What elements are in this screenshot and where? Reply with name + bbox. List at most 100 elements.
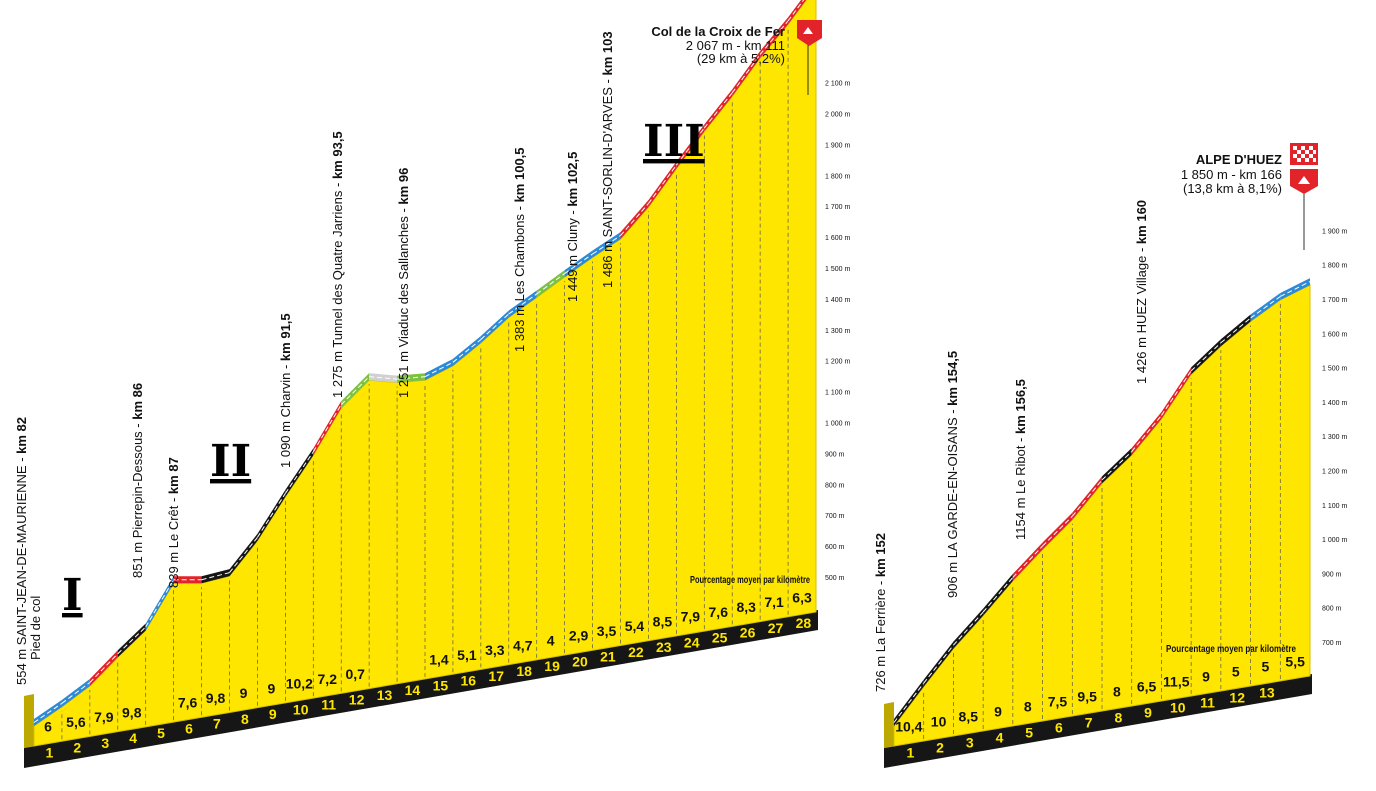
- altitude-tick: 1 100 m: [1322, 503, 1347, 510]
- altitude-tick: 1 500 m: [825, 266, 850, 273]
- km-number: 3: [966, 734, 974, 750]
- km-number: 28: [796, 615, 812, 631]
- km-number: 6: [1055, 719, 1063, 735]
- altitude-tick: 1 200 m: [825, 359, 850, 366]
- segment-grade: 9,8: [206, 690, 226, 706]
- altitude-tick: 2 000 m: [825, 112, 850, 119]
- summit-title: Col de la Croix de Fer: [651, 24, 785, 39]
- altitude-tick: 1 000 m: [1322, 537, 1347, 544]
- km-number: 4: [129, 730, 137, 746]
- km-number: 23: [656, 639, 672, 655]
- segment-grade: 5,6: [66, 714, 86, 730]
- altitude-tick: 1 500 m: [1322, 366, 1347, 373]
- waypoint-sub-label: Pied de col: [28, 596, 43, 660]
- km-number: 21: [600, 649, 616, 665]
- grade-note: Pourcentage moyen par kilomètre: [1166, 644, 1296, 655]
- waypoint-label: 1 383 m Les Chambons - km 100,5: [512, 147, 527, 352]
- km-number: 6: [185, 720, 193, 736]
- segment-grade: 6,3: [792, 589, 812, 605]
- segment-grade: 9,5: [1077, 689, 1097, 705]
- km-number: 2: [936, 739, 944, 755]
- summit-flag-icon: [1290, 169, 1318, 194]
- km-number: 27: [768, 620, 784, 636]
- altitude-tick: 2 100 m: [825, 81, 850, 88]
- km-number: 3: [101, 735, 109, 751]
- altitude-tick: 1 300 m: [825, 328, 850, 335]
- altitude-tick: 1 400 m: [825, 297, 850, 304]
- km-number: 13: [1259, 684, 1275, 700]
- km-number: 26: [740, 625, 756, 641]
- segment-grade: 7,9: [681, 609, 701, 625]
- finish-line-2: (13,8 km à 8,1%): [1183, 181, 1282, 196]
- altitude-tick: 1 100 m: [825, 390, 850, 397]
- segment-grade: 3,3: [485, 642, 505, 658]
- km-number: 12: [1229, 689, 1245, 705]
- segment-grade: 7,6: [178, 695, 198, 711]
- km-number: 1: [45, 744, 53, 760]
- segment-grade: 5: [1262, 659, 1270, 675]
- km-number: 18: [516, 663, 532, 679]
- finish-line-1: 1 850 m - km 166: [1181, 167, 1282, 182]
- altitude-tick: 1 300 m: [1322, 434, 1347, 441]
- waypoint-label: 851 m Pierrepin-Dessous - km 86: [130, 383, 145, 578]
- km-number: 15: [433, 677, 449, 693]
- km-number: 24: [684, 634, 700, 650]
- altitude-tick: 1 700 m: [825, 204, 850, 211]
- km-number: 1: [906, 744, 914, 760]
- km-number: 4: [996, 729, 1004, 745]
- segment-grade: 5,4: [625, 618, 645, 634]
- segment-grade: 10,4: [895, 719, 922, 735]
- altitude-tick: 700 m: [1322, 640, 1342, 647]
- altitude-tick: 1 000 m: [825, 421, 850, 428]
- altitude-tick: 1 600 m: [1322, 331, 1347, 338]
- altitude-tick: 900 m: [1322, 571, 1342, 578]
- segment-grade: 4,7: [513, 637, 533, 653]
- altitude-tick: 1 200 m: [1322, 469, 1347, 476]
- altitude-tick: 600 m: [825, 544, 845, 551]
- segment-grade: 7,6: [709, 604, 729, 620]
- segment-grade: 7,1: [764, 594, 784, 610]
- segment-grade: 7,2: [318, 671, 338, 687]
- segment-grade: 5,1: [457, 647, 477, 663]
- segment-grade: 6: [44, 719, 52, 735]
- km-number: 19: [544, 658, 560, 674]
- segment-grade: 8: [1024, 699, 1032, 715]
- km-number: 7: [1085, 714, 1093, 730]
- km-number: 22: [628, 644, 644, 660]
- profile-side: [884, 702, 894, 748]
- segment-grade: 3,5: [597, 623, 617, 639]
- km-number: 11: [1200, 694, 1215, 710]
- waypoint-label: 1 486 m SAINT-SORLIN-D'ARVES - km 103: [600, 31, 615, 288]
- segment-grade: 11,5: [1163, 674, 1190, 690]
- km-number: 25: [712, 630, 728, 646]
- segment-grade: 5,5: [1285, 654, 1305, 670]
- km-number: 5: [157, 725, 165, 741]
- km-number: 13: [377, 687, 393, 703]
- altitude-tick: 1 800 m: [825, 173, 850, 180]
- km-number: 9: [1144, 704, 1152, 720]
- segment-grade: 6,5: [1137, 679, 1157, 695]
- km-number: 5: [1025, 724, 1033, 740]
- waypoint-label: 1 275 m Tunnel des Quatre Jarriens - km …: [330, 131, 345, 398]
- km-number: 10: [293, 701, 309, 717]
- segment-grade: 1,4: [429, 652, 449, 668]
- km-number: 9: [269, 706, 277, 722]
- altitude-tick: 1 900 m: [1322, 228, 1347, 235]
- waypoint-label: 1 090 m Charvin - km 91,5: [278, 313, 293, 468]
- altitude-tick: 800 m: [825, 482, 845, 489]
- segment-grade: 8: [1113, 684, 1121, 700]
- segment-grade: 9: [267, 680, 275, 696]
- waypoint-label: 1154 m Le Ribot - km 156,5: [1013, 379, 1028, 540]
- section-label-3: III: [643, 116, 705, 167]
- km-number: 20: [572, 653, 588, 669]
- waypoint-label: 1 426 m HUEZ Village - km 160: [1134, 200, 1149, 384]
- km-number: 8: [1114, 709, 1122, 725]
- segment-grade: 10,2: [286, 676, 313, 692]
- altitude-tick: 1 800 m: [1322, 263, 1347, 270]
- km-number: 11: [321, 697, 336, 713]
- km-number: 17: [488, 668, 504, 684]
- altitude-tick: 1 400 m: [1322, 400, 1347, 407]
